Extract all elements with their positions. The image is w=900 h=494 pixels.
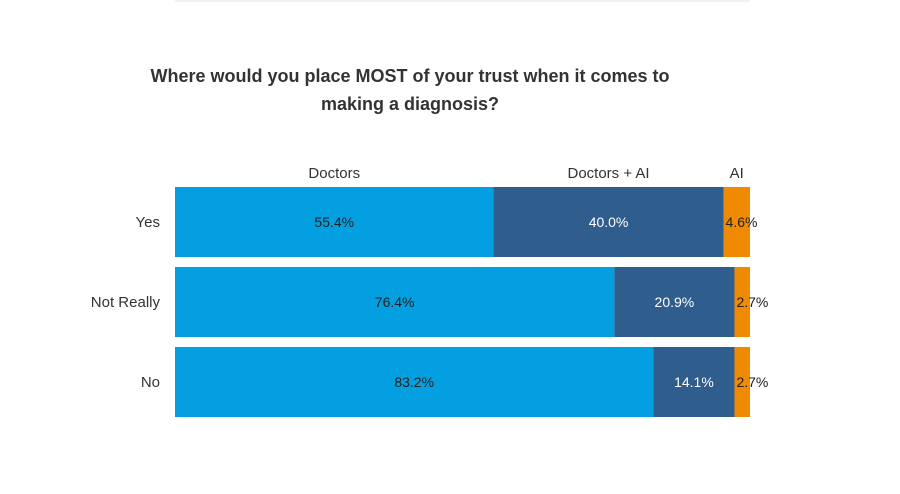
bar-segment-2 — [734, 347, 750, 417]
bar-segment-0 — [175, 347, 654, 417]
data-label: 14.1% — [674, 374, 714, 390]
bar-segment-2 — [734, 267, 750, 337]
bar-segment-1 — [653, 347, 735, 417]
data-label: 2.7% — [736, 374, 768, 390]
data-label: 83.2% — [394, 374, 434, 390]
data-label: 2.7% — [736, 294, 768, 310]
data-label: 40.0% — [589, 214, 629, 230]
bar-segment-1 — [614, 267, 735, 337]
legend-label-2: AI — [730, 165, 744, 182]
category-label: No — [141, 374, 160, 391]
chart-title-line-2: making a diagnosis? — [320, 94, 500, 114]
bar-segment-0 — [175, 267, 615, 337]
data-label: 4.6% — [726, 214, 758, 230]
bar-segment-1 — [493, 187, 724, 257]
data-label: 76.4% — [375, 294, 415, 310]
bar-segment-0 — [175, 187, 494, 257]
bar-segment-2 — [723, 187, 750, 257]
category-label: Not Really — [91, 294, 161, 311]
chart-title-line-1: Where would you place MOST of your trust… — [150, 66, 670, 86]
top-divider — [175, 0, 750, 2]
data-label: 20.9% — [655, 294, 695, 310]
category-label: Yes — [136, 214, 160, 231]
data-label: 55.4% — [314, 214, 354, 230]
legend-label-0: Doctors — [308, 165, 360, 182]
legend-label-1: Doctors + AI — [567, 165, 649, 182]
